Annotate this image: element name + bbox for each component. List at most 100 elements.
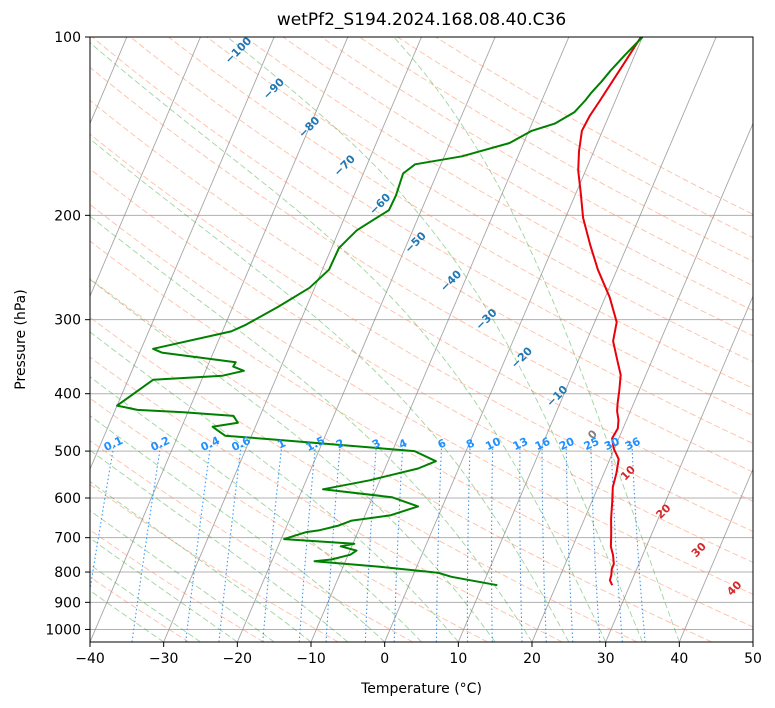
mixing-ratio-line [218,445,242,642]
sounding-traces [116,37,644,587]
dry-adiabat-line [168,37,753,389]
dry-adiabat-line [90,133,753,533]
x-tick-label: 30 [597,651,615,667]
isotherm-line [457,37,717,642]
moist-adiabat-line [393,37,680,642]
dry-adiabat-line [320,37,753,287]
mixing-ratio-line [298,445,316,642]
x-tick-label: −30 [149,651,179,667]
moist-adiabat-line [90,331,459,642]
mixing-ratio-label: 6 [436,436,449,451]
dry-adiabat-label: −60 [367,191,394,218]
x-tick-label: 10 [449,651,467,667]
y-axis-ticks: 100 200 300 400 500 600 700 800 900 1000 [45,30,90,638]
y-tick-label: 900 [54,595,81,611]
dry-adiabat-line [206,37,753,363]
isotherm-line [90,37,201,298]
dewpoint-trace [116,37,644,587]
dry-adiabat-line [90,397,488,642]
mixing-ratio-line [131,445,162,642]
dry-adiabat-line [90,483,339,642]
isotherm-line [163,37,422,642]
y-tick-label: 1000 [45,622,81,638]
x-axis-ticks: −40 −30 −20 −10 0 10 20 30 40 50 [75,642,762,667]
skewt-background-lines [90,37,753,642]
y-tick-label: 400 [54,387,81,403]
mixing-ratio-label: 25 [582,435,601,453]
y-tick-label: 500 [54,444,81,460]
moist-adiabat-line [90,376,422,642]
dry-adiabat-line [92,37,753,444]
x-tick-label: −20 [223,651,253,667]
mixing-ratio-line [490,445,494,642]
dry-adiabat-label: 20 [653,501,673,521]
temperature-trace [577,37,642,586]
moist-adiabat-line [90,278,496,642]
y-axis-label: Pressure (hPa) [13,289,29,389]
mixing-ratio-line [541,445,547,642]
dry-adiabat-line [90,440,414,642]
moist-adiabat-line [90,215,533,642]
y-tick-label: 600 [54,491,81,507]
moist-adiabat-line [90,564,201,642]
dry-adiabat-line [90,356,563,642]
mixing-ratio-line [590,445,601,642]
x-tick-label: −10 [296,651,326,667]
y-tick-label: 100 [54,30,81,46]
isotherm-line [752,640,753,642]
mixing-ratio-line [466,445,471,642]
isotherm-line [678,467,753,642]
isotherm-line [90,37,349,642]
y-tick-label: 800 [54,565,81,581]
mixing-ratio-label: 10 [483,435,503,453]
moist-adiabat-line [90,449,349,642]
dry-adiabat-line [359,37,753,262]
isotherm-line [236,37,496,642]
mixing-ratio-line [325,445,341,642]
x-axis-label: Temperature (°C) [360,681,482,697]
mixing-ratio-line [435,445,443,642]
isotherm-line [90,37,275,471]
moist-adiabat-line [90,415,385,642]
plot-area: 0.1 0.2 0.4 0.6 1 1.5 2 3 4 6 8 10 13 16 20 25 30 36−100−… [89,34,754,643]
x-tick-label: 40 [670,651,688,667]
y-tick-label: 300 [54,313,81,329]
mixing-ratio-label: 8 [464,436,476,451]
mixing-ratio-line [610,445,623,642]
mixing-ratio-line [185,445,211,642]
dry-adiabat-line [130,37,753,417]
mixing-ratio-line [631,445,646,642]
dry-adiabat-line [435,37,753,215]
chart-title: wetPf2_S194.2024.168.08.40.C36 [277,10,566,30]
mixing-ratio-label: 36 [623,435,643,453]
dry-adiabat-line [90,529,264,642]
dry-adiabat-line [90,66,753,473]
line-annotations: 0.1 0.2 0.4 0.6 1 1.5 2 3 4 6 8 10 13 16 20 25 30 36−100−… [102,34,745,598]
mixing-ratio-label: 30 [602,435,622,453]
dry-adiabat-line [90,99,753,502]
moist-adiabat-line [227,37,643,642]
mixing-ratio-label: 1 [275,436,287,451]
mixing-ratio-line [90,445,115,594]
x-tick-label: 0 [380,651,389,667]
moist-adiabat-line [90,138,570,642]
dry-adiabat-label: −50 [402,229,429,256]
dry-adiabat-label: 40 [724,578,744,598]
moist-adiabat-line [90,42,607,642]
dry-adiabat-label: 30 [689,540,709,560]
x-tick-label: −40 [75,651,105,667]
mixing-ratio-line [262,445,283,642]
plot-frame [89,36,754,643]
mixing-ratio-label: 13 [511,435,530,453]
moist-adiabat-line [90,480,312,642]
mixing-ratio-label: 2 [334,436,346,451]
y-tick-label: 700 [54,531,81,547]
moist-adiabat-line [90,510,275,642]
dry-adiabat-line [90,316,638,642]
mixing-ratio-line [519,445,523,642]
dry-adiabat-label: −80 [296,114,323,141]
mixing-ratio-label: 16 [533,435,553,453]
isotherm-line [384,37,643,642]
dry-adiabat-label: −20 [509,344,536,371]
